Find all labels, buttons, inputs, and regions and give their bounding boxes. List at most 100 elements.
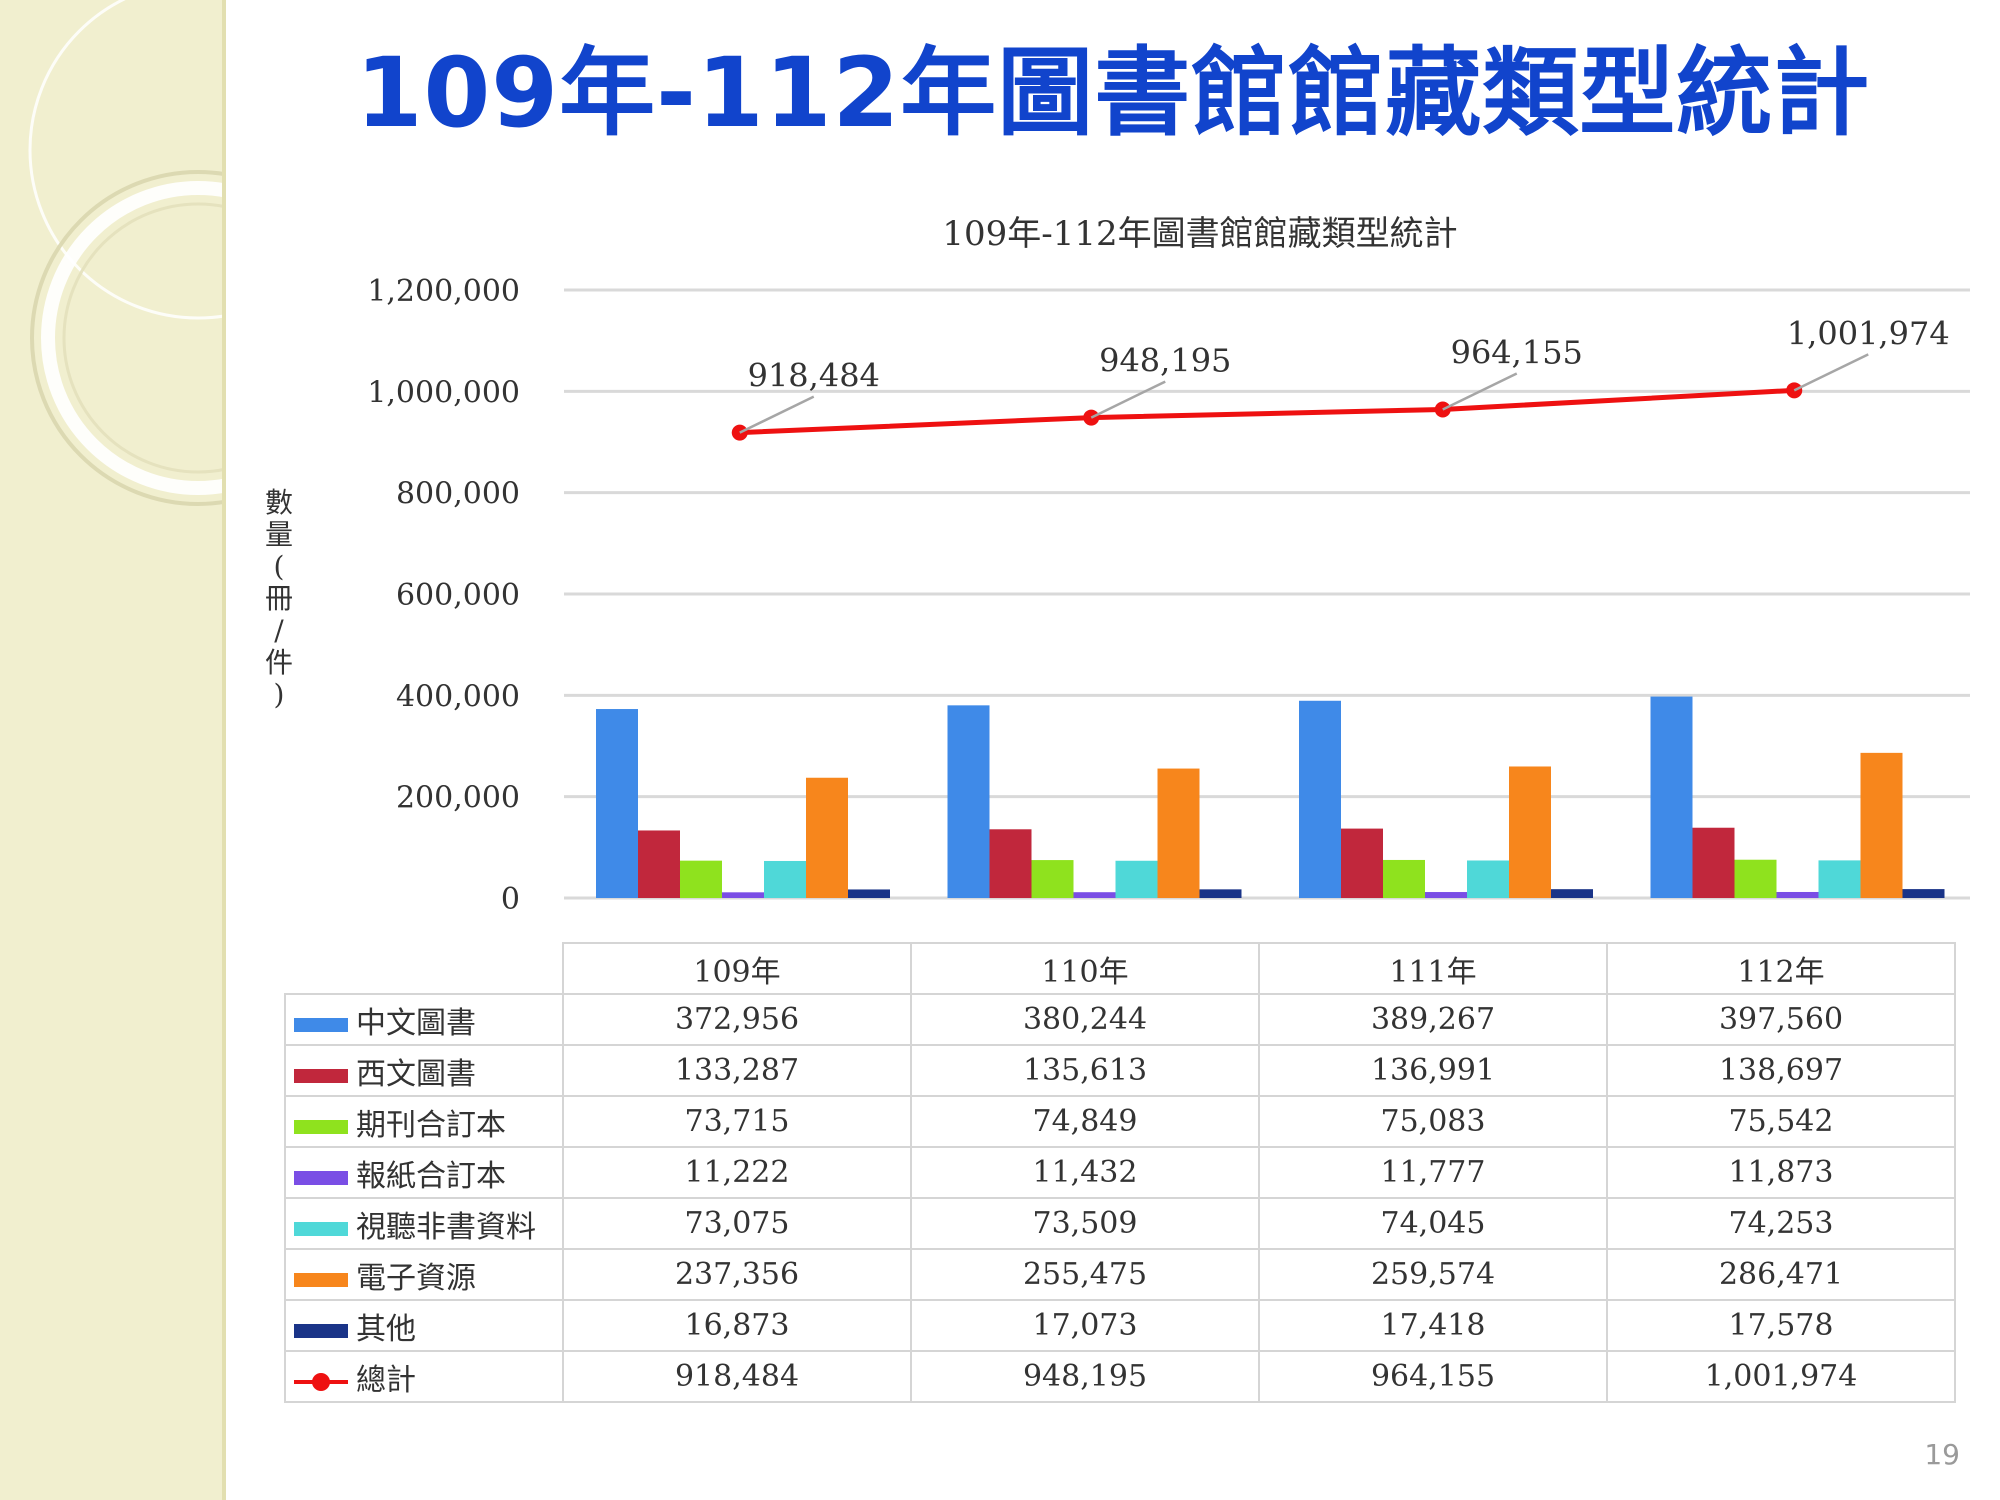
data-cell: 372,956: [562, 993, 912, 1046]
y-tick-label: 1,200,000: [367, 274, 520, 309]
table-row: 西文圖書 133,287 135,613 136,991 138,697: [284, 1044, 1956, 1097]
bar: [596, 709, 638, 898]
page-number: 19: [1924, 1438, 1960, 1471]
bar: [1073, 892, 1116, 898]
data-cell: 948,195: [910, 1350, 1260, 1403]
legend-swatch: [294, 1068, 348, 1083]
data-cell: 237,356: [562, 1248, 912, 1301]
bar: [1734, 859, 1777, 898]
data-cell: 11,777: [1258, 1146, 1608, 1199]
y-axis-label: 數量(冊/件): [265, 486, 293, 711]
bar: [638, 830, 680, 898]
data-cell: 918,484: [562, 1350, 912, 1403]
data-cell: 397,560: [1606, 993, 1956, 1046]
legend-swatch: [294, 1323, 348, 1338]
series-name: 報紙合訂本: [356, 1158, 506, 1194]
y-tick-label: 0: [501, 882, 520, 917]
legend-entry: 總計: [284, 1350, 564, 1403]
table-row: 總計 918,484 948,195 964,155 1,001,974: [284, 1350, 1956, 1403]
data-cell: 11,432: [910, 1146, 1260, 1199]
bar: [989, 829, 1032, 898]
data-cell: 74,045: [1258, 1197, 1608, 1250]
y-tick-label: 600,000: [396, 578, 520, 613]
bar: [1157, 768, 1200, 898]
table-row: 期刊合訂本 73,715 74,849 75,083 75,542: [284, 1095, 1956, 1148]
bar: [848, 889, 890, 898]
y-axis-label-char: /: [274, 614, 284, 647]
table-header-row: 109年 110年 111年 112年: [285, 942, 1956, 995]
data-cell: 11,873: [1606, 1146, 1956, 1199]
bar: [1031, 860, 1074, 898]
total-line-series: 918,484 948,195 964,155 1,001,974: [731, 314, 1950, 441]
total-data-label: 948,195: [1099, 342, 1231, 380]
y-axis-tick-labels: 0 200,000 400,000 600,000 800,000 1,000,000 1,…: [367, 274, 520, 917]
y-axis-label-char: ): [274, 678, 285, 711]
total-data-label: 918,484: [748, 357, 880, 395]
bar: [1692, 827, 1735, 898]
bar: [1860, 752, 1903, 898]
y-axis-label-char: 數: [265, 486, 293, 519]
series-name: 電子資源: [356, 1260, 476, 1296]
legend-entry: 電子資源: [284, 1248, 564, 1301]
data-cell: 73,715: [562, 1095, 912, 1148]
bar: [806, 777, 848, 898]
data-cell: 73,509: [910, 1197, 1260, 1250]
table-row: 報紙合訂本 11,222 11,432 11,777 11,873: [284, 1146, 1956, 1199]
slide-title: 109年-112年圖書館館藏類型統計: [355, 37, 1871, 149]
data-cell: 75,542: [1606, 1095, 1956, 1148]
bar: [1902, 889, 1945, 898]
legend-entry: 其他: [284, 1299, 564, 1352]
bar: [1650, 696, 1693, 898]
bar: [1299, 700, 1341, 898]
y-axis-label-char: (: [274, 550, 285, 583]
y-tick-label: 200,000: [396, 781, 520, 816]
table-row: 電子資源 237,356 255,475 259,574 286,471: [284, 1248, 1956, 1301]
legend-swatch: [294, 1221, 348, 1236]
data-cell: 73,075: [562, 1197, 912, 1250]
y-tick-label: 800,000: [396, 477, 520, 512]
data-cell: 964,155: [1258, 1350, 1608, 1403]
data-cell: 17,418: [1258, 1299, 1608, 1352]
bar: [680, 860, 722, 898]
legend-entry: 期刊合訂本: [284, 1095, 564, 1148]
y-axis-label-char: 冊: [265, 582, 293, 615]
data-cell: 286,471: [1606, 1248, 1956, 1301]
category-label: 110年: [910, 942, 1260, 995]
bar-marks: [596, 696, 1945, 898]
side-decoration-panel: [0, 0, 226, 1500]
legend-swatch: [294, 1272, 348, 1287]
data-cell: 133,287: [562, 1044, 912, 1097]
bar: [1551, 889, 1593, 898]
bar: [1199, 889, 1242, 898]
data-cell: 17,578: [1606, 1299, 1956, 1352]
legend-line-marker: [294, 1372, 348, 1391]
data-cell: 74,849: [910, 1095, 1260, 1148]
table-row: 中文圖書 372,956 380,244 389,267 397,560: [284, 993, 1956, 1046]
data-cell: 389,267: [1258, 993, 1608, 1046]
chart-data-table: 109年 110年 111年 112年 中文圖書 372,956 380,244…: [284, 942, 1956, 1403]
data-label-leader: [739, 395, 815, 434]
data-label-leader: [1090, 380, 1166, 419]
series-name: 期刊合訂本: [356, 1107, 506, 1143]
chart-title: 109年-112年圖書館館藏類型統計: [942, 214, 1458, 254]
data-cell: 1,001,974: [1606, 1350, 1956, 1403]
series-name: 總計: [356, 1362, 416, 1398]
decorative-rings: [28, 0, 226, 506]
legend-entry: 中文圖書: [284, 993, 564, 1046]
legend-swatch: [294, 1017, 348, 1032]
data-cell: 255,475: [910, 1248, 1260, 1301]
category-label: 111年: [1258, 942, 1608, 995]
series-name: 其他: [356, 1311, 416, 1347]
table-row: 視聽非書資料 73,075 73,509 74,045 74,253: [284, 1197, 1956, 1250]
bar: [1341, 828, 1383, 898]
bar: [1509, 766, 1551, 898]
table-row: 其他 16,873 17,073 17,418 17,578: [284, 1299, 1956, 1352]
legend-swatch: [294, 1119, 348, 1134]
category-label: 109年: [562, 942, 912, 995]
total-data-label: 964,155: [1451, 333, 1583, 371]
data-label-leader: [1793, 353, 1869, 392]
category-label: 112年: [1606, 942, 1956, 995]
legend-entry: 視聽非書資料: [284, 1197, 564, 1250]
data-cell: 380,244: [910, 993, 1260, 1046]
